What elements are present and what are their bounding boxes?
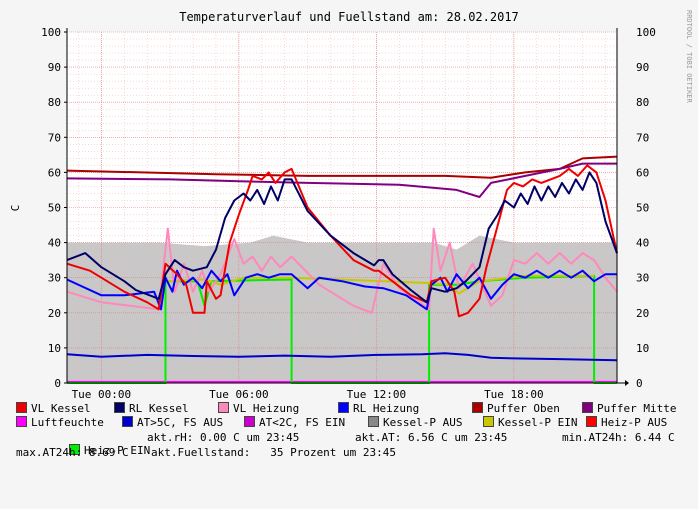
- y-tick-label: 70: [48, 131, 61, 144]
- legend-swatch: [218, 402, 229, 413]
- y-tick-label: 90: [48, 61, 61, 74]
- legend-label: RL Kessel: [129, 402, 189, 415]
- y-tick-label-right: 70: [636, 131, 649, 144]
- legend-label: Luftfeuchte: [31, 416, 104, 429]
- legend-label: Heiz-P AUS: [601, 416, 668, 429]
- legend-item: VL Kessel: [16, 402, 91, 415]
- y-tick-label-right: 100: [636, 26, 656, 39]
- y-tick-label: 40: [48, 237, 61, 250]
- y-tick-label-right: 50: [636, 202, 649, 215]
- legend-row-4: max.AT24h: 8.69 C akt.Fuellstand: 35 Pro…: [0, 446, 698, 460]
- legend-label: AT<2C, FS EIN: [259, 416, 346, 429]
- stat-max: max.AT24h: 8.69 C: [16, 446, 129, 459]
- legend-label: VL Heizung: [233, 402, 300, 415]
- legend-item: Puffer Oben: [472, 402, 560, 415]
- plot-area: 0 0 10 10 20 20 30 30 40 40 50 50 60 60 70 70 80 80 90 90 10…: [41, 26, 656, 400]
- y-tick-label: 0: [54, 377, 61, 390]
- legend-item: RL Heizung: [338, 402, 419, 415]
- rrd-graph: Temperaturverlauf und Fuellstand am: 28.…: [0, 8, 698, 460]
- y-tick-label: 100: [41, 26, 61, 39]
- legend-row-3: Heiz-P EIN akt.rH: 0.00 C um 23:45 akt.A…: [0, 431, 698, 457]
- x-tick-label: Tue 00:00: [72, 388, 132, 400]
- legend-swatch: [68, 444, 80, 455]
- series-line-rl-kessel: [66, 171, 618, 304]
- legend-swatch: [16, 416, 27, 427]
- legend-item: Luftfeuchte: [16, 416, 104, 429]
- y-axis-label: C: [9, 205, 22, 212]
- y-tick-label-right: 40: [636, 237, 649, 250]
- legend-item: Heiz-P AUS: [586, 416, 667, 429]
- x-tick-label: Tue 18:00: [484, 388, 544, 400]
- watermark-text: RRDTOOL / TOBI OETIKER: [685, 10, 693, 104]
- stat-at: akt.AT: 6.56 C um 23:45: [355, 431, 508, 444]
- y-tick-label: 20: [48, 307, 61, 320]
- legend-item: Kessel-P AUS: [368, 416, 462, 429]
- legend-swatch: [582, 402, 593, 413]
- y-tick-label: 10: [48, 342, 61, 355]
- legend-swatch: [338, 402, 349, 413]
- y-tick-label-right: 10: [636, 342, 649, 355]
- y-tick-label: 60: [48, 166, 61, 179]
- stat-min: min.AT24h: 6.44 C: [562, 431, 675, 444]
- legend-item: VL Heizung: [218, 402, 299, 415]
- y-tick-label-right: 20: [636, 307, 649, 320]
- y-tick-label-right: 80: [636, 96, 649, 109]
- legend-swatch: [368, 416, 379, 427]
- chart-title: Temperaturverlauf und Fuellstand am: 28.…: [179, 10, 519, 24]
- x-axis-arrow: [625, 380, 629, 386]
- x-tick-label: Tue 06:00: [209, 388, 269, 400]
- x-tick-label: Tue 12:00: [347, 388, 407, 400]
- stat-fuellstand: akt.Fuellstand: 35 Prozent um 23:45: [151, 446, 397, 459]
- legend-label: Puffer Oben: [487, 402, 560, 415]
- legend-swatch: [472, 402, 483, 413]
- y-tick-label: 30: [48, 272, 61, 285]
- legend-swatch: [16, 402, 27, 413]
- legend-swatch: [483, 416, 494, 427]
- legend-item: Heiz-P EIN: [16, 431, 150, 470]
- y-tick-label: 50: [48, 202, 61, 215]
- legend-label: Puffer Mitte: [597, 402, 677, 415]
- y-tick-label: 80: [48, 96, 61, 109]
- series-line-vl-kessel: [66, 164, 618, 318]
- legend-item: RL Kessel: [114, 402, 189, 415]
- series-line-at-5c-fs-aus: [66, 352, 618, 362]
- legend-label: Heiz-P EIN: [83, 444, 151, 457]
- series-line-puffer-oben: [66, 155, 618, 179]
- legend-label: RL Heizung: [353, 402, 420, 415]
- legend-item: AT>5C, FS AUS: [122, 416, 223, 429]
- stat-rh: akt.rH: 0.00 C um 23:45: [147, 431, 300, 444]
- y-tick-label-right: 30: [636, 272, 649, 285]
- legend-item: Kessel-P EIN: [483, 416, 577, 429]
- watermark: RRDTOOL / TOBI OETIKER: [681, 8, 693, 158]
- legend-label: Kessel-P EIN: [498, 416, 578, 429]
- legend-item: Puffer Mitte: [582, 402, 676, 415]
- legend-swatch: [244, 416, 255, 427]
- y-tick-label-right: 0: [636, 377, 643, 390]
- legend-swatch: [586, 416, 597, 427]
- legend-label: Kessel-P AUS: [383, 416, 463, 429]
- legend-swatch: [114, 402, 125, 413]
- series-line-puffer-mitte: [66, 162, 617, 198]
- y-tick-label-right: 60: [636, 166, 649, 179]
- legend-label: AT>5C, FS AUS: [137, 416, 224, 429]
- temperature-chart: Temperaturverlauf und Fuellstand am: 28.…: [9, 10, 656, 400]
- series-area-kessel-p-aus: [67, 235, 617, 383]
- legend-swatch: [122, 416, 133, 427]
- legend-item: AT<2C, FS EIN: [244, 416, 345, 429]
- y-tick-label-right: 90: [636, 61, 649, 74]
- legend-label: VL Kessel: [31, 402, 91, 415]
